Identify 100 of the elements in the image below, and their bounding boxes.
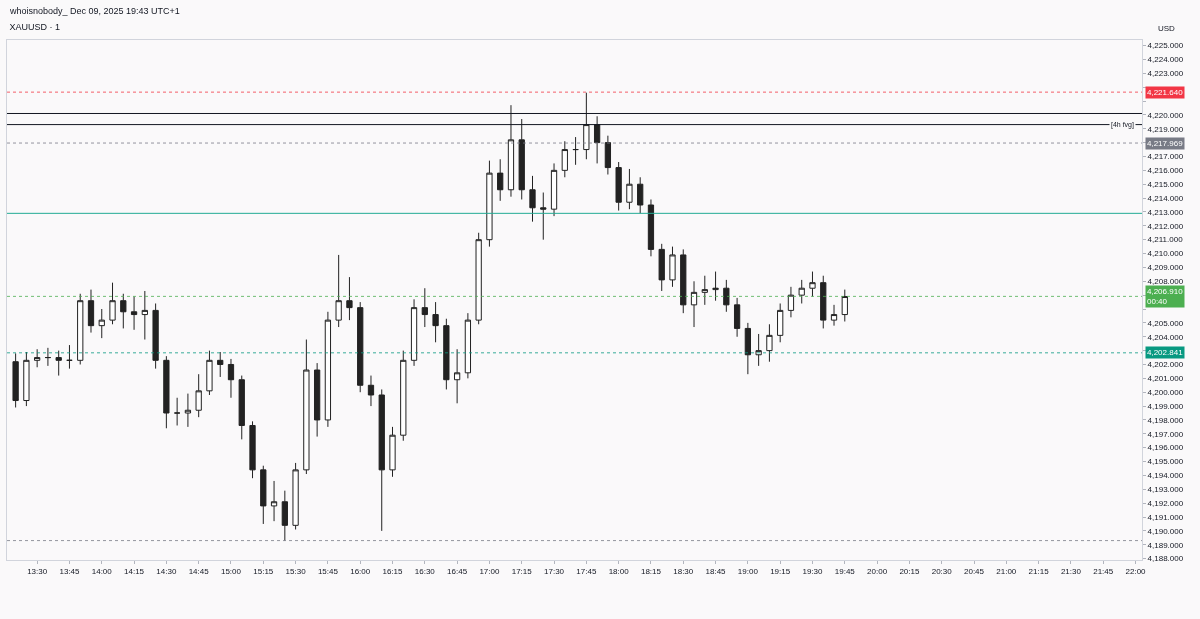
candlestick <box>367 375 375 407</box>
y-tick-label: 4,192.000 <box>1147 498 1184 508</box>
candlestick <box>658 243 665 292</box>
y-tick-label: 4,202.000 <box>1147 360 1184 370</box>
candlestick <box>152 302 159 370</box>
candlestick <box>346 276 353 321</box>
candlestick <box>787 286 795 318</box>
y-tick-label: 4,188.000 <box>1147 554 1184 564</box>
y-tick-label: 4,217.000 <box>1147 152 1184 162</box>
chart-title: XAUUSD · 1 <box>9 21 61 32</box>
candlestick <box>227 358 235 399</box>
candlestick <box>637 176 644 214</box>
y-tick-label: 4,208.000 <box>1147 277 1184 287</box>
candlestick <box>87 289 95 334</box>
y-tick-label: 4,223.000 <box>1147 69 1184 79</box>
candlestick <box>583 92 590 160</box>
candlestick <box>529 175 536 223</box>
candlestick <box>410 298 418 367</box>
y-tick-label: 4,190.000 <box>1147 526 1184 536</box>
x-tick-label: 18:30 <box>673 566 694 576</box>
text: whoisnobody_ Dec 09, 2025 19:43 UTC+1 <box>9 6 180 16</box>
candlestick <box>357 301 364 393</box>
candlestick <box>647 198 655 257</box>
ref-line-label: 4,202.841 <box>1147 348 1184 357</box>
candlestick <box>518 118 525 200</box>
candlestick <box>604 135 612 176</box>
candlestick <box>690 280 698 328</box>
candlestick <box>120 293 127 329</box>
x-tick-label: 21:30 <box>1060 566 1082 576</box>
candlestick <box>443 318 450 390</box>
y-tick-label: 4,216.000 <box>1147 166 1184 176</box>
y-tick-label: 4,224.000 <box>1147 55 1184 65</box>
candlestick <box>313 362 321 438</box>
x-tick-label: 19:30 <box>802 566 824 576</box>
candlestick <box>324 311 332 428</box>
y-axis-title: USD <box>1158 24 1176 33</box>
candlestick <box>798 279 805 304</box>
x-tick-label: 18:15 <box>640 566 662 576</box>
candlestick <box>464 312 472 379</box>
candlestick <box>195 373 202 418</box>
candlestick <box>130 296 138 331</box>
candlestick <box>723 279 730 313</box>
x-tick-label: 14:45 <box>188 566 210 576</box>
candlestick <box>593 115 601 164</box>
candlestick <box>475 232 482 325</box>
x-tick-label: 19:15 <box>770 566 791 576</box>
candlestick <box>820 275 827 329</box>
ref-line-label: 4,206.910 00:40 <box>1147 287 1184 307</box>
x-tick-label: 20:15 <box>899 566 920 576</box>
x-tick-label: 17:30 <box>544 566 565 576</box>
candlestick <box>303 339 310 475</box>
x-tick-label: 14:00 <box>91 566 113 576</box>
candlestick <box>733 297 741 338</box>
candlestick <box>421 287 428 328</box>
candlestick <box>626 168 633 210</box>
candlestick <box>77 293 84 365</box>
x-tick-label: 16:00 <box>350 566 371 576</box>
y-tick-label: 4,191.000 <box>1147 512 1184 522</box>
candlestick <box>12 352 19 408</box>
x-tick-label: 13:45 <box>59 566 81 576</box>
candlestick <box>507 104 515 198</box>
candlestick <box>766 323 773 363</box>
x-tick-label: 21:15 <box>1028 566 1050 576</box>
x-tick-label: 15:45 <box>317 566 339 576</box>
y-tick-label: 4,193.000 <box>1147 485 1184 495</box>
candlestick <box>378 388 385 532</box>
candlestick <box>809 271 816 298</box>
x-tick-label: 15:00 <box>220 566 242 576</box>
y-tick-label: 4,220.000 <box>1147 110 1184 120</box>
candlestick <box>141 290 148 341</box>
y-tick-label: 4,199.000 <box>1147 401 1184 411</box>
x-tick-label: 17:15 <box>511 566 533 576</box>
candlestick <box>260 465 267 525</box>
candlestick <box>777 302 784 343</box>
candlestick <box>270 480 278 522</box>
y-tick-label: 4,204.000 <box>1147 332 1184 342</box>
candlestick <box>109 282 116 325</box>
x-tick-label: 18:45 <box>705 566 727 576</box>
candlestick <box>432 301 439 343</box>
y-tick-label: 4,210.000 <box>1147 249 1184 259</box>
y-tick-label: 4,198.000 <box>1147 415 1184 425</box>
candlestick <box>98 308 105 339</box>
candlestick <box>540 192 547 241</box>
y-tick-label: 4,195.000 <box>1147 457 1184 467</box>
y-tick-label: 4,214.000 <box>1147 193 1184 203</box>
candlestick <box>217 351 224 378</box>
candlestick <box>281 490 288 542</box>
x-tick-label: 18:00 <box>608 566 630 576</box>
candlestick <box>669 246 676 288</box>
candlestick <box>23 351 30 407</box>
candlestick <box>615 161 622 212</box>
candlestick <box>561 140 568 178</box>
candlestick <box>66 344 73 370</box>
x-tick-label: 21:45 <box>1093 566 1114 576</box>
x-tick-label: 16:15 <box>382 566 404 576</box>
y-tick-label: 4,189.000 <box>1147 540 1184 550</box>
x-tick-label: 16:30 <box>414 566 436 576</box>
candlestick <box>174 397 181 426</box>
x-tick-label: 15:30 <box>285 566 307 576</box>
x-tick-label: 17:00 <box>479 566 500 576</box>
